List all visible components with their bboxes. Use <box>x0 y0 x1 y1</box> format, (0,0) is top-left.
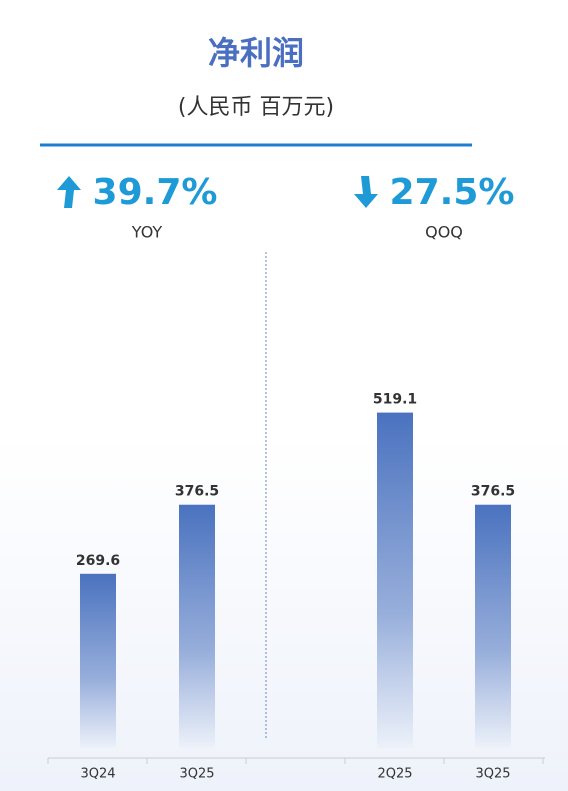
value-label: 376.5 <box>471 484 515 500</box>
trend-arrow <box>57 176 81 208</box>
value-label: 376.5 <box>175 484 219 500</box>
headline-label: QOQ <box>425 223 463 242</box>
headline-label: YOY <box>131 223 163 242</box>
value-label: 519.1 <box>373 392 417 408</box>
headline-value: 27.5% <box>390 172 515 213</box>
bar <box>475 504 511 748</box>
x-tick-label: 3Q24 <box>80 767 115 782</box>
x-tick-label: 3Q25 <box>179 767 214 782</box>
x-tick-label: 3Q25 <box>475 767 510 782</box>
bar <box>377 412 413 748</box>
value-label: 269.6 <box>76 553 120 569</box>
trend-arrow <box>354 176 378 208</box>
bar <box>80 573 116 748</box>
subtitle: (人民币 百万元) <box>178 95 334 120</box>
title: 净利润 <box>208 34 304 72</box>
headline-value: 39.7% <box>93 172 218 213</box>
bar <box>179 504 215 748</box>
x-tick-label: 2Q25 <box>377 767 412 782</box>
